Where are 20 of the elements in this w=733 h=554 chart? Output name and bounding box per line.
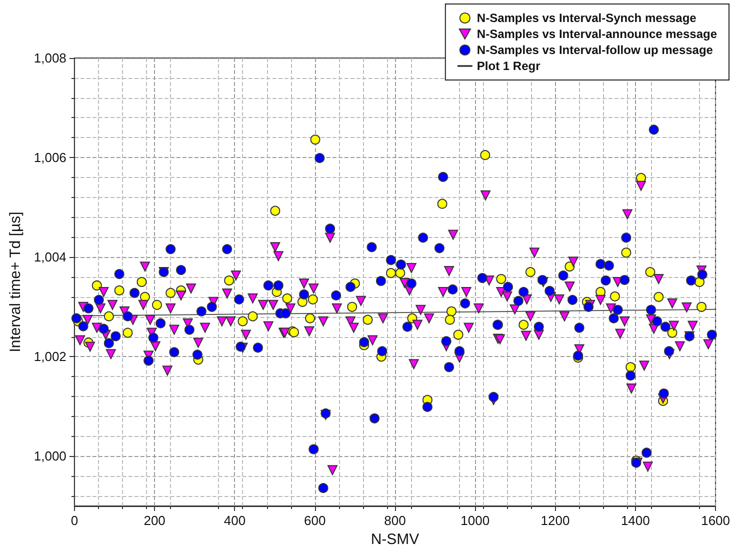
y-tick-label: 1,002 (34, 349, 66, 364)
x-axis-title: N-SMV (370, 530, 420, 548)
y-tick-label: 1,008 (34, 50, 66, 66)
x-tick-label: 0 (70, 513, 78, 528)
legend-label: Plot 1 Regr (476, 59, 541, 73)
legend-label: N-Samples vs Interval-announce message (476, 27, 718, 41)
x-tick-label: 1200 (540, 513, 570, 528)
legend-label: N-Samples vs Interval-follow up message (476, 43, 714, 57)
legend-label: N-Samples vs Interval-Synch message (476, 11, 697, 25)
x-tick-label: 1400 (620, 513, 650, 528)
y-tick-label: 1,006 (34, 150, 66, 166)
x-tick-label: 600 (304, 513, 326, 528)
x-tick-label: 1000 (460, 513, 490, 528)
y-axis-title: Interval time+ Td [µs] (7, 212, 24, 352)
x-tick-label: 400 (224, 513, 246, 528)
y-tick-label: 1,004 (34, 250, 66, 265)
y-tick-label: 1,000 (34, 448, 66, 464)
x-tick-label: 200 (144, 513, 166, 528)
x-tick-label: 800 (384, 513, 406, 528)
x-tick-label: 1600 (701, 513, 730, 528)
